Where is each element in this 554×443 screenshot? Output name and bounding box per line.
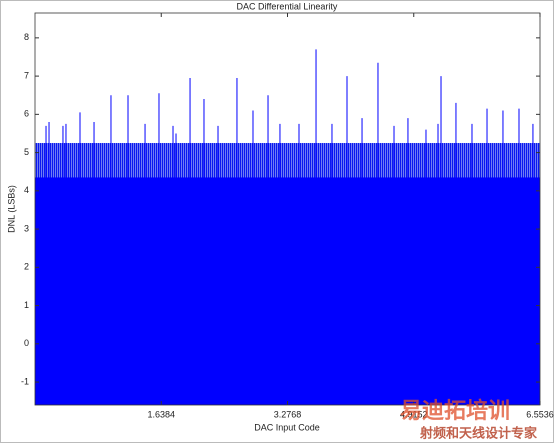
y-tick-label: 6 bbox=[24, 109, 29, 119]
watermark-sub: 射频和天线设计专家 bbox=[419, 425, 538, 440]
y-tick-label: 5 bbox=[24, 147, 29, 157]
x-tick-label: 6.5536 bbox=[526, 409, 554, 419]
x-tick-label: 1.6384 bbox=[147, 409, 175, 419]
y-tick-label: 7 bbox=[24, 70, 29, 80]
x-tick-label: 3.2768 bbox=[274, 409, 302, 419]
y-tick-label: 8 bbox=[24, 32, 29, 42]
y-axis-label: DNL (LSBs) bbox=[6, 185, 16, 233]
y-tick-label: 3 bbox=[24, 223, 29, 233]
y-tick-label: -1 bbox=[21, 376, 29, 386]
chart-title: DAC Differential Linearity bbox=[237, 1, 338, 11]
x-tick-label: 4.9152 bbox=[400, 409, 428, 419]
x-axis-label: DAC Input Code bbox=[254, 422, 320, 432]
y-tick-label: 2 bbox=[24, 262, 29, 272]
y-tick-label: 1 bbox=[24, 300, 29, 310]
y-tick-label: 4 bbox=[24, 185, 29, 195]
watermark: 易迪拓培训 bbox=[400, 398, 510, 423]
y-tick-label: 0 bbox=[24, 338, 29, 348]
